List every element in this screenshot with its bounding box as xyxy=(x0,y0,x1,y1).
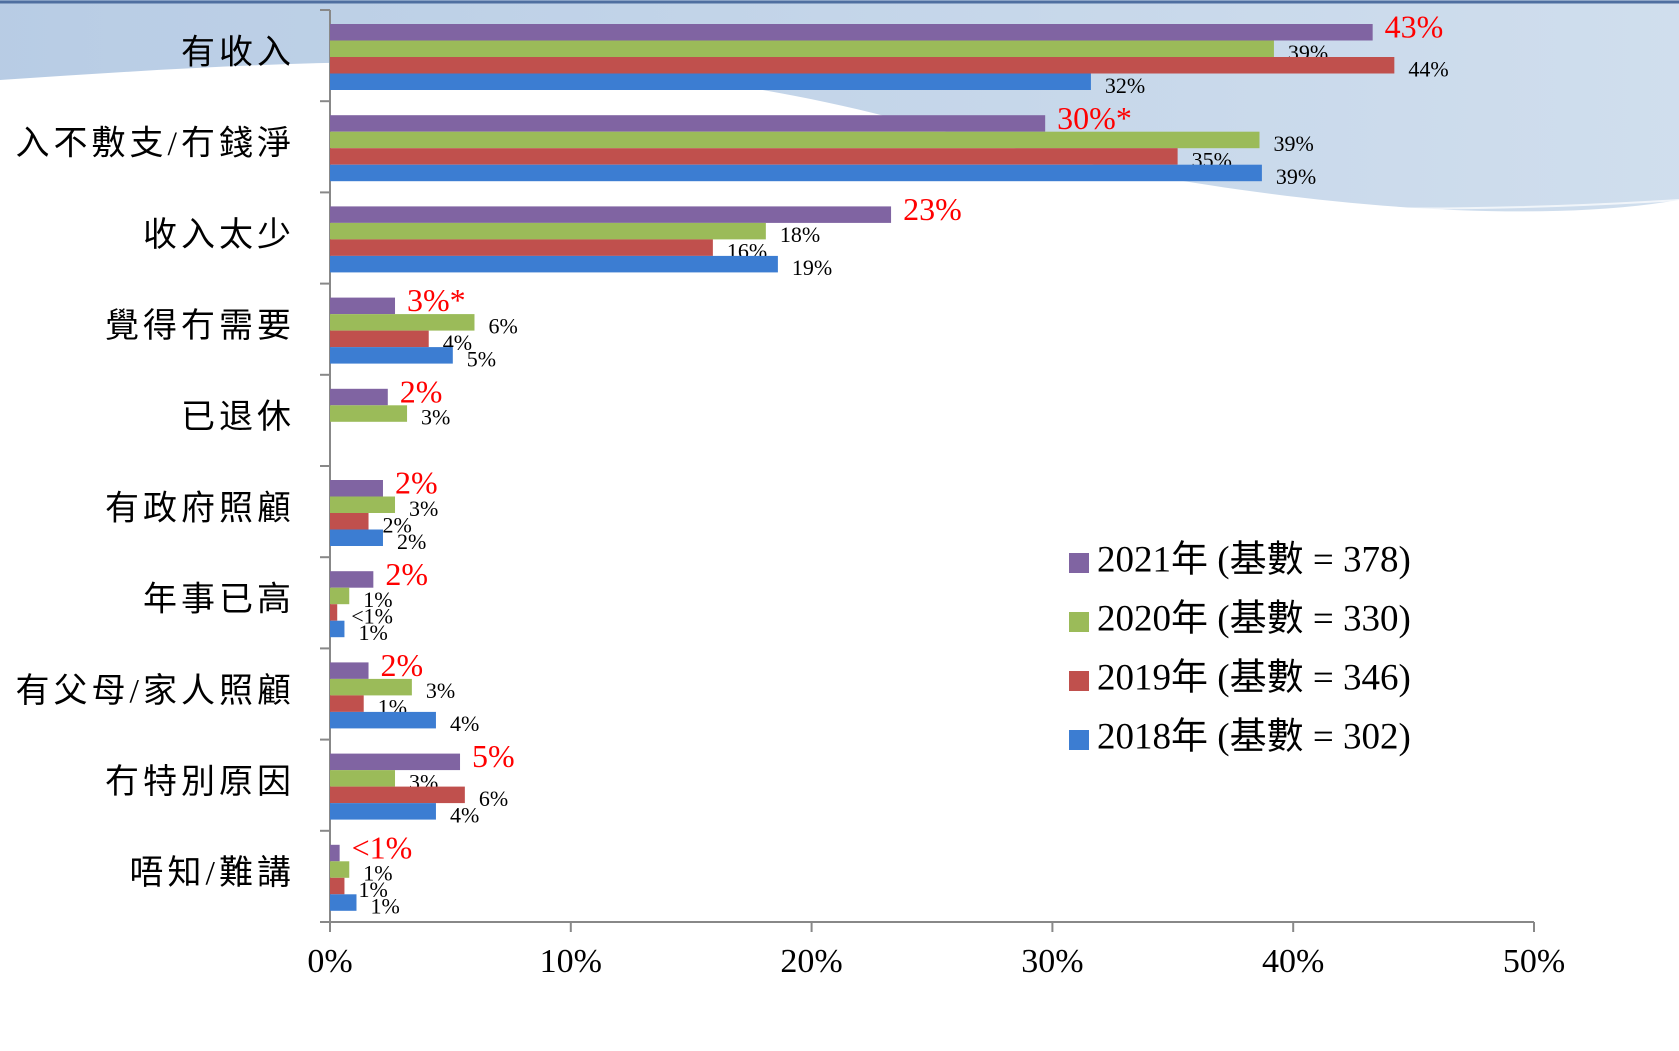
bar xyxy=(330,74,1091,91)
value-label: 3% xyxy=(409,496,438,521)
bar xyxy=(330,679,412,696)
bar xyxy=(330,148,1178,165)
value-label: 6% xyxy=(479,786,508,811)
bar xyxy=(330,389,388,406)
x-tick-label: 40% xyxy=(1262,943,1324,980)
bar xyxy=(330,497,395,514)
bar xyxy=(330,588,349,605)
value-label: 43% xyxy=(1385,9,1444,45)
value-label: 4% xyxy=(450,802,479,827)
value-label: 19% xyxy=(792,255,832,280)
value-label: 3% xyxy=(426,678,455,703)
bar xyxy=(330,695,364,712)
bar xyxy=(330,571,373,588)
bar xyxy=(330,662,369,679)
bar xyxy=(330,256,778,273)
bar xyxy=(330,405,407,422)
bar xyxy=(330,115,1045,132)
x-tick-label: 0% xyxy=(307,943,352,980)
value-label: 39% xyxy=(1276,164,1316,189)
bar xyxy=(330,513,369,530)
x-tick-label: 50% xyxy=(1503,943,1565,980)
legend-swatch xyxy=(1069,671,1089,691)
category-label: 有收入 xyxy=(181,33,295,71)
value-label: 32% xyxy=(1105,73,1145,98)
legend-label: 2018年 (基數 = 302) xyxy=(1097,715,1411,757)
legend-swatch xyxy=(1069,553,1089,573)
legend-label: 2021年 (基數 = 378) xyxy=(1097,538,1411,580)
bar xyxy=(330,223,766,240)
bar xyxy=(330,165,1262,182)
bar xyxy=(330,331,429,348)
x-tick-label: 10% xyxy=(540,943,602,980)
category-label: 已退休 xyxy=(181,399,295,436)
bar xyxy=(330,347,453,364)
legend-swatch xyxy=(1069,730,1089,750)
bar xyxy=(330,787,465,804)
category-label: 入不敷支/冇錢淨 xyxy=(16,125,295,163)
bar xyxy=(330,41,1274,58)
bar xyxy=(330,239,713,256)
value-label: 6% xyxy=(488,313,517,338)
value-label: 3%* xyxy=(407,282,466,318)
bar xyxy=(330,314,474,331)
bar xyxy=(330,770,395,787)
bar xyxy=(330,754,460,771)
category-label: 有政府照顧 xyxy=(105,489,295,527)
bar xyxy=(330,24,1373,41)
bar xyxy=(330,206,891,223)
value-label: 2% xyxy=(397,529,426,554)
value-label: 3% xyxy=(421,405,450,430)
value-label: 18% xyxy=(780,222,820,247)
bar xyxy=(330,604,337,621)
bar xyxy=(330,132,1259,149)
value-label: 39% xyxy=(1273,131,1313,156)
x-tick-label: 30% xyxy=(1021,943,1083,980)
category-label: 收入太少 xyxy=(143,216,295,254)
category-label: 冇特別原因 xyxy=(105,763,295,801)
value-label: 23% xyxy=(903,191,962,227)
x-tick-label: 20% xyxy=(780,943,842,980)
bar xyxy=(330,878,344,895)
bar xyxy=(330,621,344,638)
value-label: 44% xyxy=(1408,56,1448,81)
bar xyxy=(330,803,436,820)
bar xyxy=(330,894,356,911)
value-label: 4% xyxy=(450,711,479,736)
category-label: 有父母/家人照顧 xyxy=(16,672,295,710)
value-label: 5% xyxy=(472,738,515,774)
category-label: 唔知/難講 xyxy=(130,854,295,892)
bar xyxy=(330,530,383,547)
bar xyxy=(330,480,383,497)
value-label: 2% xyxy=(381,647,424,683)
legend-label: 2019年 (基數 = 346) xyxy=(1097,656,1411,698)
value-label: 30%* xyxy=(1057,100,1132,136)
value-label: 1% xyxy=(370,894,399,919)
category-label: 年事已高 xyxy=(143,581,295,619)
value-label: 5% xyxy=(467,346,496,371)
bar xyxy=(330,712,436,729)
value-label: 1% xyxy=(358,620,387,645)
bar xyxy=(330,57,1394,74)
category-label: 覺得冇需要 xyxy=(105,307,295,345)
bar xyxy=(330,298,395,315)
legend-swatch xyxy=(1069,612,1089,632)
bar xyxy=(330,845,340,862)
chart: 0% 10% 20% 30% 40% 50% 有收入 43% 39% 44% 32% 入不敷支/冇錢淨… xyxy=(0,0,1679,1046)
bar xyxy=(330,861,349,878)
legend-label: 2020年 (基數 = 330) xyxy=(1097,597,1411,639)
